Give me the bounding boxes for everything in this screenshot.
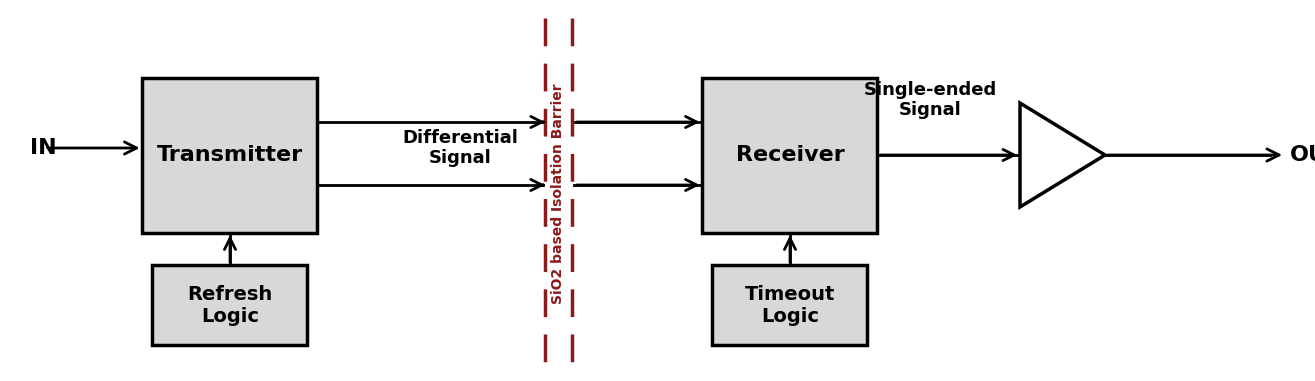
Text: IN: IN (30, 138, 57, 158)
Text: Refresh
Logic: Refresh Logic (187, 285, 272, 325)
Text: OUT: OUT (1290, 145, 1315, 165)
Bar (713, 265, 868, 345)
Bar (702, 77, 877, 232)
Text: Timeout
Logic: Timeout Logic (744, 285, 835, 325)
Text: SiO2 based Isolation Barrier: SiO2 based Isolation Barrier (551, 84, 565, 304)
Text: Single-ended
Signal: Single-ended Signal (864, 81, 997, 119)
Bar (153, 265, 308, 345)
Text: Differential
Signal: Differential Signal (402, 129, 518, 167)
Bar (142, 77, 317, 232)
Text: Transmitter: Transmitter (156, 145, 302, 165)
Text: Receiver: Receiver (735, 145, 844, 165)
